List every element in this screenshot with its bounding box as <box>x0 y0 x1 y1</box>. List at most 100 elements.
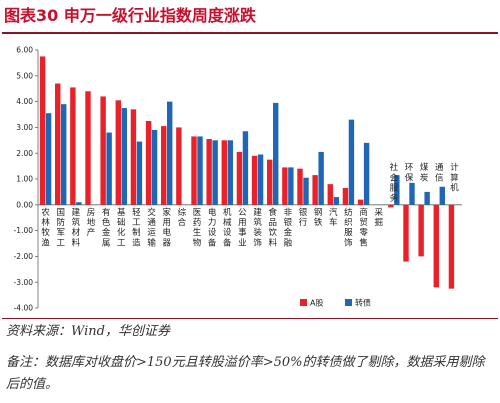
bar-convertible <box>439 186 445 205</box>
bar-a-share <box>176 127 182 205</box>
bar-convertible <box>227 140 233 205</box>
bar-a-share <box>251 155 258 205</box>
bar-a-share <box>388 204 394 208</box>
bar-convertible <box>363 142 370 205</box>
category-label: 机械设备 <box>223 207 232 249</box>
bar-convertible <box>106 132 112 205</box>
labels-layer: 农林牧渔国防军工建筑材料房地产有色金属基础化工轻工制造交通运输家用电器综合医药生… <box>41 162 459 248</box>
bar-a-share <box>85 91 91 205</box>
category-label: 公用事业 <box>238 208 247 249</box>
bar-convertible <box>136 141 143 205</box>
figure-title: 图表30 申万一级行业指数周度涨跌 <box>4 6 256 25</box>
footnote: 备注：数据库对收盘价>150元且转股溢价率>50%的转债做了剔除，数据采用剔除后… <box>6 355 485 392</box>
y-tick-label: 1.00 <box>16 175 33 184</box>
category-label: 交通运输 <box>147 207 156 249</box>
bar-convertible <box>167 101 173 205</box>
bar-a-share <box>55 83 61 205</box>
bar-a-share <box>448 204 455 289</box>
category-label: 非银金融 <box>284 207 293 249</box>
bar-convertible <box>333 197 339 205</box>
category-label: 商贸零售 <box>359 207 368 249</box>
data-source: 资料来源：Wind，华创证券 <box>6 324 170 339</box>
category-label: 社会服务 <box>390 162 399 204</box>
bar-convertible <box>197 136 203 205</box>
bar-a-share <box>115 100 121 205</box>
bar-a-share <box>39 56 46 205</box>
bar-a-share <box>312 175 318 205</box>
bar-a-share <box>418 204 424 257</box>
category-label: 环保 <box>405 163 414 183</box>
y-tick-label: -1.00 <box>14 226 34 235</box>
bar-a-share <box>221 140 227 205</box>
category-label: 煤炭 <box>420 162 429 183</box>
bar-convertible <box>394 175 400 205</box>
category-label: 纺织服饰 <box>344 207 353 249</box>
legend: A股 转债 <box>300 298 371 308</box>
bar-a-share <box>161 126 167 205</box>
category-label: 银行 <box>299 207 308 228</box>
bar-a-share <box>357 199 364 205</box>
category-label: 钢铁 <box>314 207 323 228</box>
bar-convertible <box>242 131 249 205</box>
bar-convertible <box>121 108 127 205</box>
bar-a-share <box>236 151 243 205</box>
y-tick-label: 0.00 <box>16 200 33 209</box>
y-tick-label: 6.00 <box>16 46 33 55</box>
category-label: 建筑材料 <box>72 207 81 249</box>
y-tick-label: -3.00 <box>14 278 34 287</box>
bars-layer <box>39 56 455 289</box>
category-label: 房地产 <box>87 207 96 238</box>
bar-convertible <box>318 151 324 205</box>
y-tick-label: 3.00 <box>16 123 33 132</box>
category-label: 采掘 <box>374 207 383 228</box>
bar-convertible <box>257 154 264 205</box>
category-label: 建筑装饰 <box>253 207 262 249</box>
bar-a-share <box>100 96 106 205</box>
bar-a-share <box>206 139 212 205</box>
bar-convertible <box>424 191 430 205</box>
bar-convertible <box>212 140 218 205</box>
bar-convertible <box>288 167 294 205</box>
industry-weekly-change-chart: 6.00 5.00 4.00 3.00 2.00 1.00 0.00 -1.00 -2.00 -3… <box>14 46 462 313</box>
bar-convertible <box>61 104 67 205</box>
bar-convertible <box>151 129 158 205</box>
bar-a-share <box>130 109 137 205</box>
bar-convertible <box>273 102 279 205</box>
legend-label-convertible: 转债 <box>355 298 371 308</box>
category-label: 农林牧渔 <box>41 207 50 249</box>
category-label: 医药生物 <box>193 208 202 249</box>
bar-a-share <box>297 168 303 205</box>
y-tick-label: -4.00 <box>14 304 34 313</box>
category-label: 计算机 <box>450 162 459 193</box>
bar-convertible <box>45 113 52 205</box>
legend-swatch-a-share <box>300 299 307 306</box>
y-tick-label: 2.00 <box>16 149 33 158</box>
bar-convertible <box>409 182 415 205</box>
bar-a-share <box>282 167 288 205</box>
bar-convertible <box>348 119 355 205</box>
bar-a-share <box>327 184 333 205</box>
category-label: 家用电器 <box>162 207 171 249</box>
bar-a-share <box>403 204 409 262</box>
category-label: 综合 <box>178 207 187 228</box>
title-rule <box>2 32 498 34</box>
bar-a-share <box>342 188 349 205</box>
category-label: 有色金属 <box>102 207 111 249</box>
bar-a-share <box>433 204 439 288</box>
bar-convertible <box>303 177 309 205</box>
category-label: 国防军工 <box>56 208 65 249</box>
bar-a-share <box>70 87 76 205</box>
legend-swatch-convertible <box>345 299 352 306</box>
category-label: 轻工制造 <box>132 207 141 249</box>
category-label: 基础化工 <box>117 207 126 249</box>
category-label: 电力设备 <box>208 207 217 249</box>
bar-a-share <box>145 120 152 205</box>
category-label: 汽车 <box>329 207 338 228</box>
bar-a-share <box>191 136 197 205</box>
y-tick-label: -2.00 <box>14 252 34 261</box>
y-tick-label: 4.00 <box>16 97 33 106</box>
category-label: 食品饮料 <box>268 207 277 249</box>
y-tick-label: 5.00 <box>16 71 33 80</box>
axis-layer: 6.00 5.00 4.00 3.00 2.00 1.00 0.00 -1.00 -2.00 -3… <box>14 46 462 313</box>
category-label: 通信 <box>435 162 444 183</box>
